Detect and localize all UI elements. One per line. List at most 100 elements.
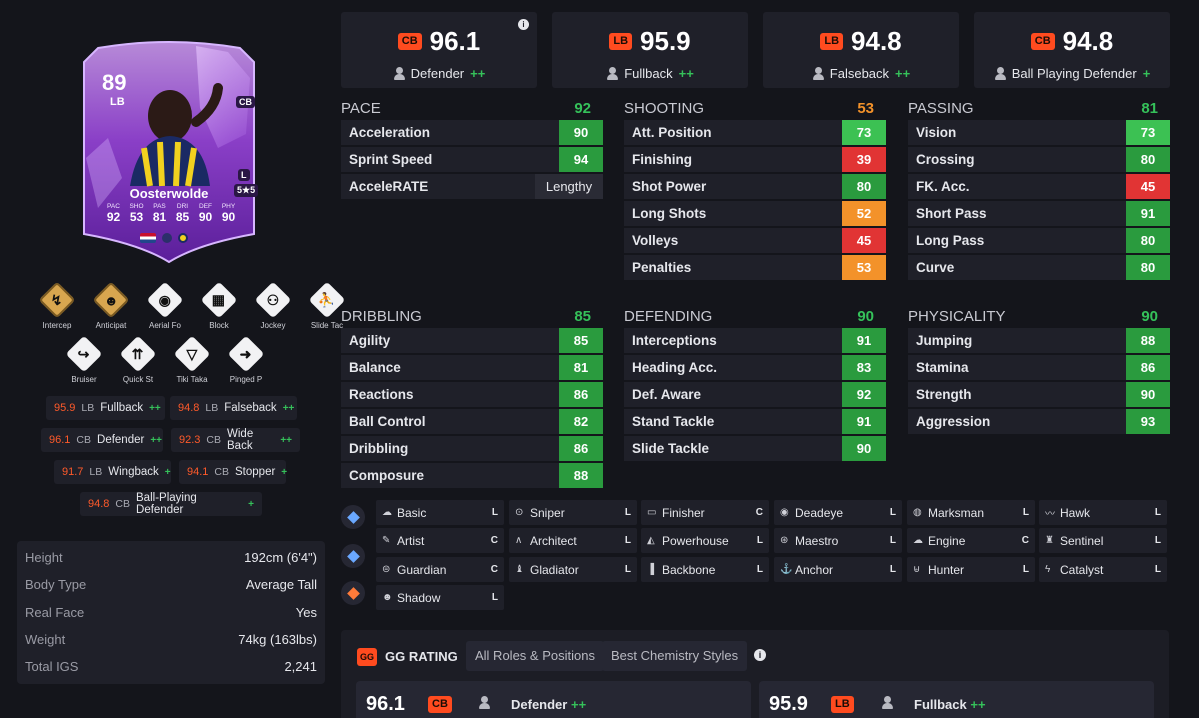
stat-row-def-aware: Def. Aware 92: [624, 382, 886, 409]
stat-row-aggression: Aggression 93: [908, 409, 1170, 436]
stat-row-reactions: Reactions 86: [341, 382, 603, 409]
chem-style-marksman[interactable]: ◍ Marksman L: [907, 500, 1035, 525]
playstyle-quick-step[interactable]: ⇈ Quick St: [115, 335, 161, 384]
playstyle-anticipate[interactable]: ☻ Anticipat: [88, 281, 134, 330]
stat-value: 91: [842, 409, 886, 434]
chem-style-name: Hunter: [928, 562, 965, 577]
stat-name: Def. Aware: [624, 382, 842, 407]
chem-style-backbone[interactable]: ▐ Backbone L: [641, 557, 769, 582]
chem-style-guardian[interactable]: ⊜ Guardian C: [376, 557, 504, 582]
playstyle-bruiser[interactable]: ↪ Bruiser: [61, 335, 107, 384]
stat-name: Strength: [908, 382, 1126, 407]
card-player-name: Oosterwolde: [129, 186, 209, 201]
card-preferred-foot: L: [238, 169, 250, 181]
playstyle-aerial[interactable]: ◉ Aerial Fo: [142, 281, 188, 330]
stat-row-stamina: Stamina 86: [908, 355, 1170, 382]
chem-style-finisher[interactable]: ▭ Finisher C: [641, 500, 769, 525]
card-stat-def: DEF 90: [198, 203, 213, 224]
playstyle-block[interactable]: ▦ Block: [196, 281, 242, 330]
gg-row-position-badge: CB: [428, 696, 452, 713]
role-chip-fullback[interactable]: 95.9 LB Fullback ++: [46, 396, 165, 420]
hunter-icon: ⊌: [913, 564, 921, 575]
card-alt-position: CB: [236, 96, 255, 108]
stat-row-short-pass: Short Pass 91: [908, 201, 1170, 228]
position-badge: CB: [397, 33, 422, 50]
playstyle-jockey[interactable]: ⚇ Jockey: [250, 281, 296, 330]
info-icon[interactable]: i: [754, 649, 766, 661]
role-chip-wide-back[interactable]: 92.3 CB Wide Back ++: [171, 428, 300, 452]
chem-style-hunter[interactable]: ⊌ Hunter L: [907, 557, 1035, 582]
gg-row-1[interactable]: 96.1 CB Defender ++: [356, 681, 751, 718]
role-chip-defender[interactable]: 96.1 CB Defender ++: [41, 428, 163, 452]
chem-style-maestro[interactable]: ⊛ Maestro L: [774, 528, 902, 553]
tab-all-roles-positions[interactable]: All Roles & Positions: [466, 641, 604, 671]
chem-style-artist[interactable]: ✎ Artist C: [376, 528, 504, 553]
info-row-real-face: Real Face Yes: [25, 604, 317, 620]
slide-tackle-icon: ⛹: [308, 281, 346, 319]
top-role-ball-playing-defender[interactable]: CB 94.8 Ball Playing Defender +: [974, 12, 1170, 88]
role-icon: [881, 696, 893, 710]
gg-row-2[interactable]: 95.9 LB Fullback ++: [759, 681, 1154, 718]
playstyle-pinged-pass[interactable]: ➜ Pinged P: [223, 335, 269, 384]
gg-rating-title: GG RATING: [385, 649, 458, 664]
club-badge-icon: [178, 233, 188, 243]
stat-row-slide-tackle: Slide Tackle 90: [624, 436, 886, 463]
playstyle-label: Anticipat: [95, 321, 127, 330]
stat-row-curve: Curve 80: [908, 255, 1170, 282]
playstyle-label: Bruiser: [71, 375, 97, 384]
role-chip-stopper[interactable]: 94.1 CB Stopper +: [179, 460, 287, 484]
stat-value: 80: [1126, 228, 1170, 253]
chem-style-powerhouse[interactable]: ◭ Powerhouse L: [641, 528, 769, 553]
role-chip-wingback[interactable]: 91.7 LB Wingback +: [54, 460, 171, 484]
top-role-fullback[interactable]: LB 95.9 Fullback ++: [552, 12, 748, 88]
gladiator-icon: ♝: [515, 564, 524, 575]
chem-style-name: Catalyst: [1060, 562, 1104, 577]
chem-style-name: Marksman: [928, 505, 985, 520]
chem-hybrid-icon[interactable]: [341, 544, 365, 568]
role-chip-falseback[interactable]: 94.8 LB Falseback ++: [170, 396, 297, 420]
chem-style-deadeye[interactable]: ◉ Deadeye L: [774, 500, 902, 525]
stat-value: 92: [842, 382, 886, 407]
chem-defender-icon[interactable]: [341, 581, 365, 605]
stat-name: Curve: [908, 255, 1126, 280]
chem-style-catalyst[interactable]: ϟ Catalyst L: [1039, 557, 1167, 582]
stat-name: Balance: [341, 355, 559, 380]
tab-best-chemistry-styles[interactable]: Best Chemistry Styles: [602, 641, 748, 671]
chem-style-engine[interactable]: ☁ Engine C: [907, 528, 1035, 553]
playstyle-slide-tackle[interactable]: ⛹ Slide Tac: [304, 281, 350, 330]
player-info-table: Height 192cm (6'4") Body Type Average Tall…: [17, 541, 325, 684]
chem-basic-icon[interactable]: [341, 505, 365, 529]
playstyle-label: Tiki Taka: [176, 375, 208, 384]
stat-row-long-shots: Long Shots 52: [624, 201, 886, 228]
chem-style-level: L: [756, 535, 763, 546]
chem-style-name: Powerhouse: [662, 533, 729, 548]
playstyle-tiki-taka[interactable]: ▽ Tiki Taka: [169, 335, 215, 384]
basic-icon: ☁: [382, 507, 392, 518]
chem-style-level: L: [1022, 564, 1029, 575]
chem-style-hawk[interactable]: 〰 Hawk L: [1039, 500, 1167, 525]
stat-name: Slide Tackle: [624, 436, 842, 461]
player-card[interactable]: 89 LB CB L 5★5 Oosterwolde PAC 92 SHO 53 P…: [78, 38, 260, 264]
stat-row-att-position: Att. Position 73: [624, 120, 886, 147]
chem-style-anchor[interactable]: ⚓ Anchor L: [774, 557, 902, 582]
stat-value: 86: [559, 436, 603, 461]
stat-name: AcceleRATE: [341, 174, 535, 199]
stat-value: Lengthy: [535, 174, 603, 199]
top-role-falseback[interactable]: LB 94.8 Falseback ++: [763, 12, 959, 88]
top-role-defender[interactable]: CB 96.1 Defender ++ i: [341, 12, 537, 88]
role-chip-ball-playing-defender[interactable]: 94.8 CB Ball-Playing Defender +: [80, 492, 262, 516]
chem-style-level: L: [491, 592, 498, 603]
playstyle-intercept[interactable]: ↯ Intercep: [34, 281, 80, 330]
stat-name: Att. Position: [624, 120, 842, 145]
sniper-icon: ⊙: [515, 507, 524, 518]
chem-style-architect[interactable]: ∧ Architect L: [509, 528, 637, 553]
chem-style-basic[interactable]: ☁ Basic L: [376, 500, 504, 525]
tiki-taka-icon: ▽: [173, 335, 211, 373]
chem-style-sentinel[interactable]: ♜ Sentinel L: [1039, 528, 1167, 553]
chem-style-sniper[interactable]: ⊙ Sniper L: [509, 500, 637, 525]
intercept-icon: ↯: [38, 281, 76, 319]
chem-style-shadow[interactable]: ☻ Shadow L: [376, 585, 504, 610]
quick-step-icon: ⇈: [119, 335, 157, 373]
chem-style-gladiator[interactable]: ♝ Gladiator L: [509, 557, 637, 582]
info-icon[interactable]: i: [518, 19, 529, 30]
